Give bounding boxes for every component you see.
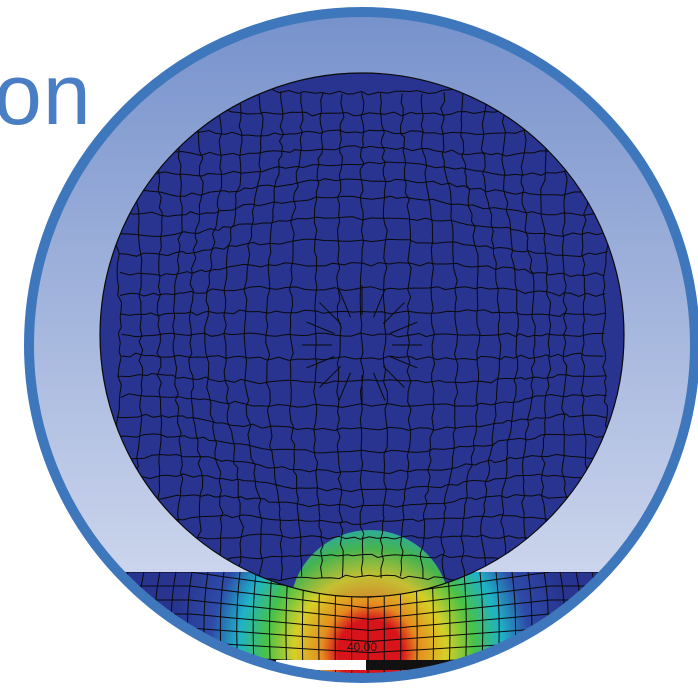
slide-title: on bbox=[0, 47, 92, 143]
scale-bar-label: 40.00 bbox=[347, 640, 378, 654]
viewport-frame-ring bbox=[24, 7, 698, 683]
scale-bar bbox=[236, 660, 496, 670]
sphere-body bbox=[100, 73, 624, 597]
